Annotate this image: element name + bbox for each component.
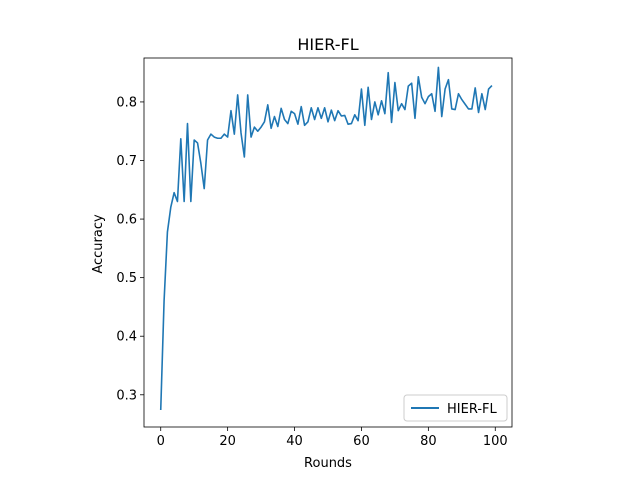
y-axis-label: Accuracy <box>91 214 106 274</box>
legend-label: HIER-FL <box>447 402 497 417</box>
x-tick-label: 80 <box>420 434 437 449</box>
chart-title: HIER-FL <box>297 35 358 54</box>
series-layer <box>159 66 493 411</box>
y-tick-label: 0.6 <box>116 213 137 228</box>
axes-background <box>144 58 512 427</box>
x-tick-label: 60 <box>353 434 370 449</box>
x-tick-label: 40 <box>286 434 303 449</box>
y-tick-label: 0.5 <box>116 271 137 286</box>
x-tick-label: 20 <box>219 434 236 449</box>
y-tick-label: 0.4 <box>116 330 137 345</box>
x-tick-label: 100 <box>483 434 508 449</box>
y-tick-label: 0.3 <box>116 388 137 403</box>
x-tick-label: 0 <box>157 434 165 449</box>
legend-box <box>403 394 508 422</box>
x-axis-label: Rounds <box>304 456 352 471</box>
y-tick-label: 0.8 <box>116 95 137 110</box>
legend: HIER-FL <box>403 394 508 422</box>
ticks-layer: 0 20 40 60 80 100 0.3 0.4 0.5 0.6 0.7 0.8 <box>116 95 507 449</box>
y-tick-label: 0.7 <box>116 154 137 169</box>
axes-frame <box>143 57 513 428</box>
plot-area <box>144 58 512 427</box>
series-line-hier-fl <box>159 66 493 411</box>
